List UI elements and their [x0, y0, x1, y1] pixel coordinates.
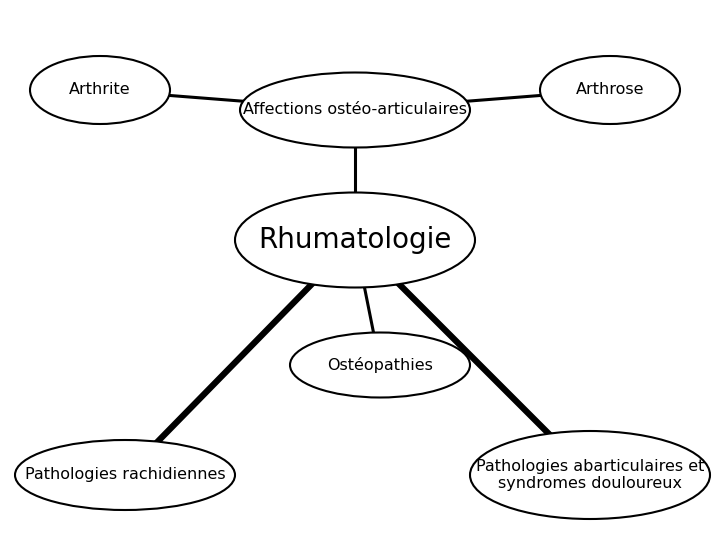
Ellipse shape	[540, 56, 680, 124]
Ellipse shape	[290, 333, 470, 397]
Ellipse shape	[30, 56, 170, 124]
Ellipse shape	[15, 440, 235, 510]
Text: Ostéopathies: Ostéopathies	[327, 357, 433, 373]
Text: Rhumatologie: Rhumatologie	[258, 226, 451, 254]
Ellipse shape	[470, 431, 710, 519]
Text: Affections ostéo-articulaires: Affections ostéo-articulaires	[243, 103, 467, 118]
Text: Arthrite: Arthrite	[69, 83, 131, 98]
Text: Pathologies abarticulaires et
syndromes douloureux: Pathologies abarticulaires et syndromes …	[476, 459, 704, 491]
Ellipse shape	[235, 192, 475, 287]
Ellipse shape	[240, 72, 470, 147]
Text: Arthrose: Arthrose	[576, 83, 644, 98]
Text: Pathologies rachidiennes: Pathologies rachidiennes	[24, 468, 225, 483]
